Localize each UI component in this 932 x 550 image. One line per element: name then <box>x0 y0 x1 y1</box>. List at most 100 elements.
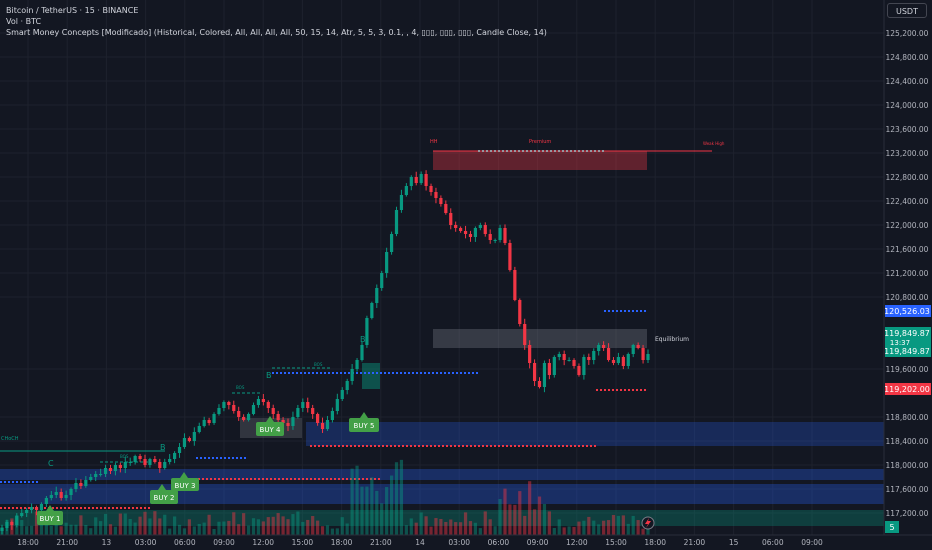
candle-body <box>483 225 487 234</box>
volume-bar <box>330 528 334 535</box>
candle-body <box>528 345 532 363</box>
price-tick-label: 118,000.00 <box>886 461 929 470</box>
candle-body <box>518 300 522 324</box>
buy-signal-3[interactable]: BUY 3 <box>171 472 199 491</box>
time-tick-label: 06:00 <box>174 538 196 547</box>
c-label: C <box>48 459 54 468</box>
buy-signal-5[interactable]: BUY 5 <box>349 412 379 432</box>
candle-body <box>641 348 645 360</box>
upper-price-label: 120,526.03 <box>884 305 931 317</box>
time-tick-label: 21:00 <box>684 538 706 547</box>
volume-bar <box>99 521 103 535</box>
volume-bar <box>325 525 330 535</box>
volume-bar <box>335 528 339 535</box>
candle-body <box>163 462 167 468</box>
candle-body <box>350 369 354 381</box>
volume-bar <box>133 522 137 535</box>
volume-bar <box>64 522 68 535</box>
smc-indicator-title[interactable]: Smart Money Concepts [Modificado] (Histo… <box>6 28 547 37</box>
volume-bar <box>266 517 270 535</box>
candle-body <box>261 399 265 402</box>
choch-label: CHoCH <box>1 436 19 442</box>
candle-body <box>360 345 364 360</box>
time-tick-label: 13 <box>102 538 112 547</box>
price-axis-background[interactable] <box>884 0 932 535</box>
candle-body <box>473 228 478 237</box>
volume-bar <box>345 523 349 535</box>
volume-bar <box>20 520 24 535</box>
volume-bar <box>385 487 389 535</box>
volume-bar <box>79 515 83 535</box>
volume-bar <box>242 513 246 535</box>
candle-body <box>168 459 172 462</box>
buy-signal-label: BUY 4 <box>260 426 281 434</box>
volume-bar <box>429 526 433 535</box>
volume-bar <box>138 516 142 535</box>
currency-button[interactable]: USDT <box>887 3 927 18</box>
candle-body <box>99 474 103 475</box>
weak-high-label: Weak High <box>703 141 725 146</box>
candle-body <box>626 354 630 366</box>
volume-bar <box>222 521 226 535</box>
candle-body <box>532 363 537 381</box>
candle-body <box>153 459 157 462</box>
candle-body <box>444 204 448 213</box>
candle-body <box>365 318 369 345</box>
volume-bar <box>473 522 478 535</box>
symbol-title[interactable]: Bitcoin / TetherUS · 15 · BINANCE <box>6 6 139 15</box>
time-tick-label: 18:00 <box>17 538 39 547</box>
price-tick-label: 124,400.00 <box>886 77 929 86</box>
volume-indicator-title[interactable]: Vol · BTC <box>6 17 42 26</box>
lower-price-text: 119,202.00 <box>884 385 930 394</box>
candle-body <box>39 504 44 510</box>
time-tick-labels: 18:00 21:00 13 03:00 06:00 09:00 12:00 15:00 18:… <box>17 538 823 547</box>
candle-body <box>478 225 482 228</box>
lightning-icon[interactable] <box>641 516 655 530</box>
last-price-label: 119,849.87 13:37 119,849.87 <box>884 327 931 357</box>
candle-body <box>345 381 349 390</box>
price-tick-label: 117,600.00 <box>886 485 929 494</box>
candle-body <box>232 405 236 411</box>
volume-bar <box>44 519 48 535</box>
volume-bar <box>597 524 601 535</box>
premium-label: Premium <box>529 139 551 145</box>
candle-body <box>10 522 14 525</box>
buy-signal-2[interactable]: BUY 2 <box>150 484 178 504</box>
volume-bar <box>449 519 453 535</box>
last-price-text: 119,849.87 <box>884 329 930 338</box>
volume-bar <box>394 462 399 535</box>
candle-body <box>108 468 113 471</box>
price-tick-label: 124,800.00 <box>886 53 929 62</box>
volume-bar <box>34 511 39 535</box>
candle-body <box>79 483 83 486</box>
volume-bar <box>557 519 561 535</box>
time-axis-background[interactable] <box>0 535 932 550</box>
demand-zone-mid <box>0 469 884 480</box>
volume-bar <box>375 490 379 535</box>
volume-bar <box>636 520 640 535</box>
bos-label-3: BOS <box>120 454 129 459</box>
volume-bar <box>168 528 172 535</box>
candle-body <box>542 363 547 387</box>
candle-body <box>276 414 280 420</box>
candle-body <box>246 414 251 420</box>
volume-bar <box>25 526 29 535</box>
buy-signal-4[interactable]: BUY 4 <box>256 416 284 436</box>
price-tick-label: 118,800.00 <box>886 413 929 422</box>
volume-bar <box>503 488 507 535</box>
volume-bar <box>365 486 369 535</box>
volume-bar <box>306 519 310 535</box>
volume-bar <box>212 528 216 535</box>
candle-body <box>355 360 359 369</box>
volume-bar <box>606 520 611 535</box>
volume-bar <box>547 511 551 535</box>
buy-signal-1[interactable]: BUY 1 <box>37 505 63 525</box>
candle-body <box>202 420 206 426</box>
volume-bar <box>542 503 547 535</box>
candle-body <box>582 357 586 375</box>
volume-bar <box>434 518 438 535</box>
candle-body <box>158 462 162 468</box>
time-tick-label: 18:00 <box>331 538 353 547</box>
candle-body <box>44 498 48 504</box>
